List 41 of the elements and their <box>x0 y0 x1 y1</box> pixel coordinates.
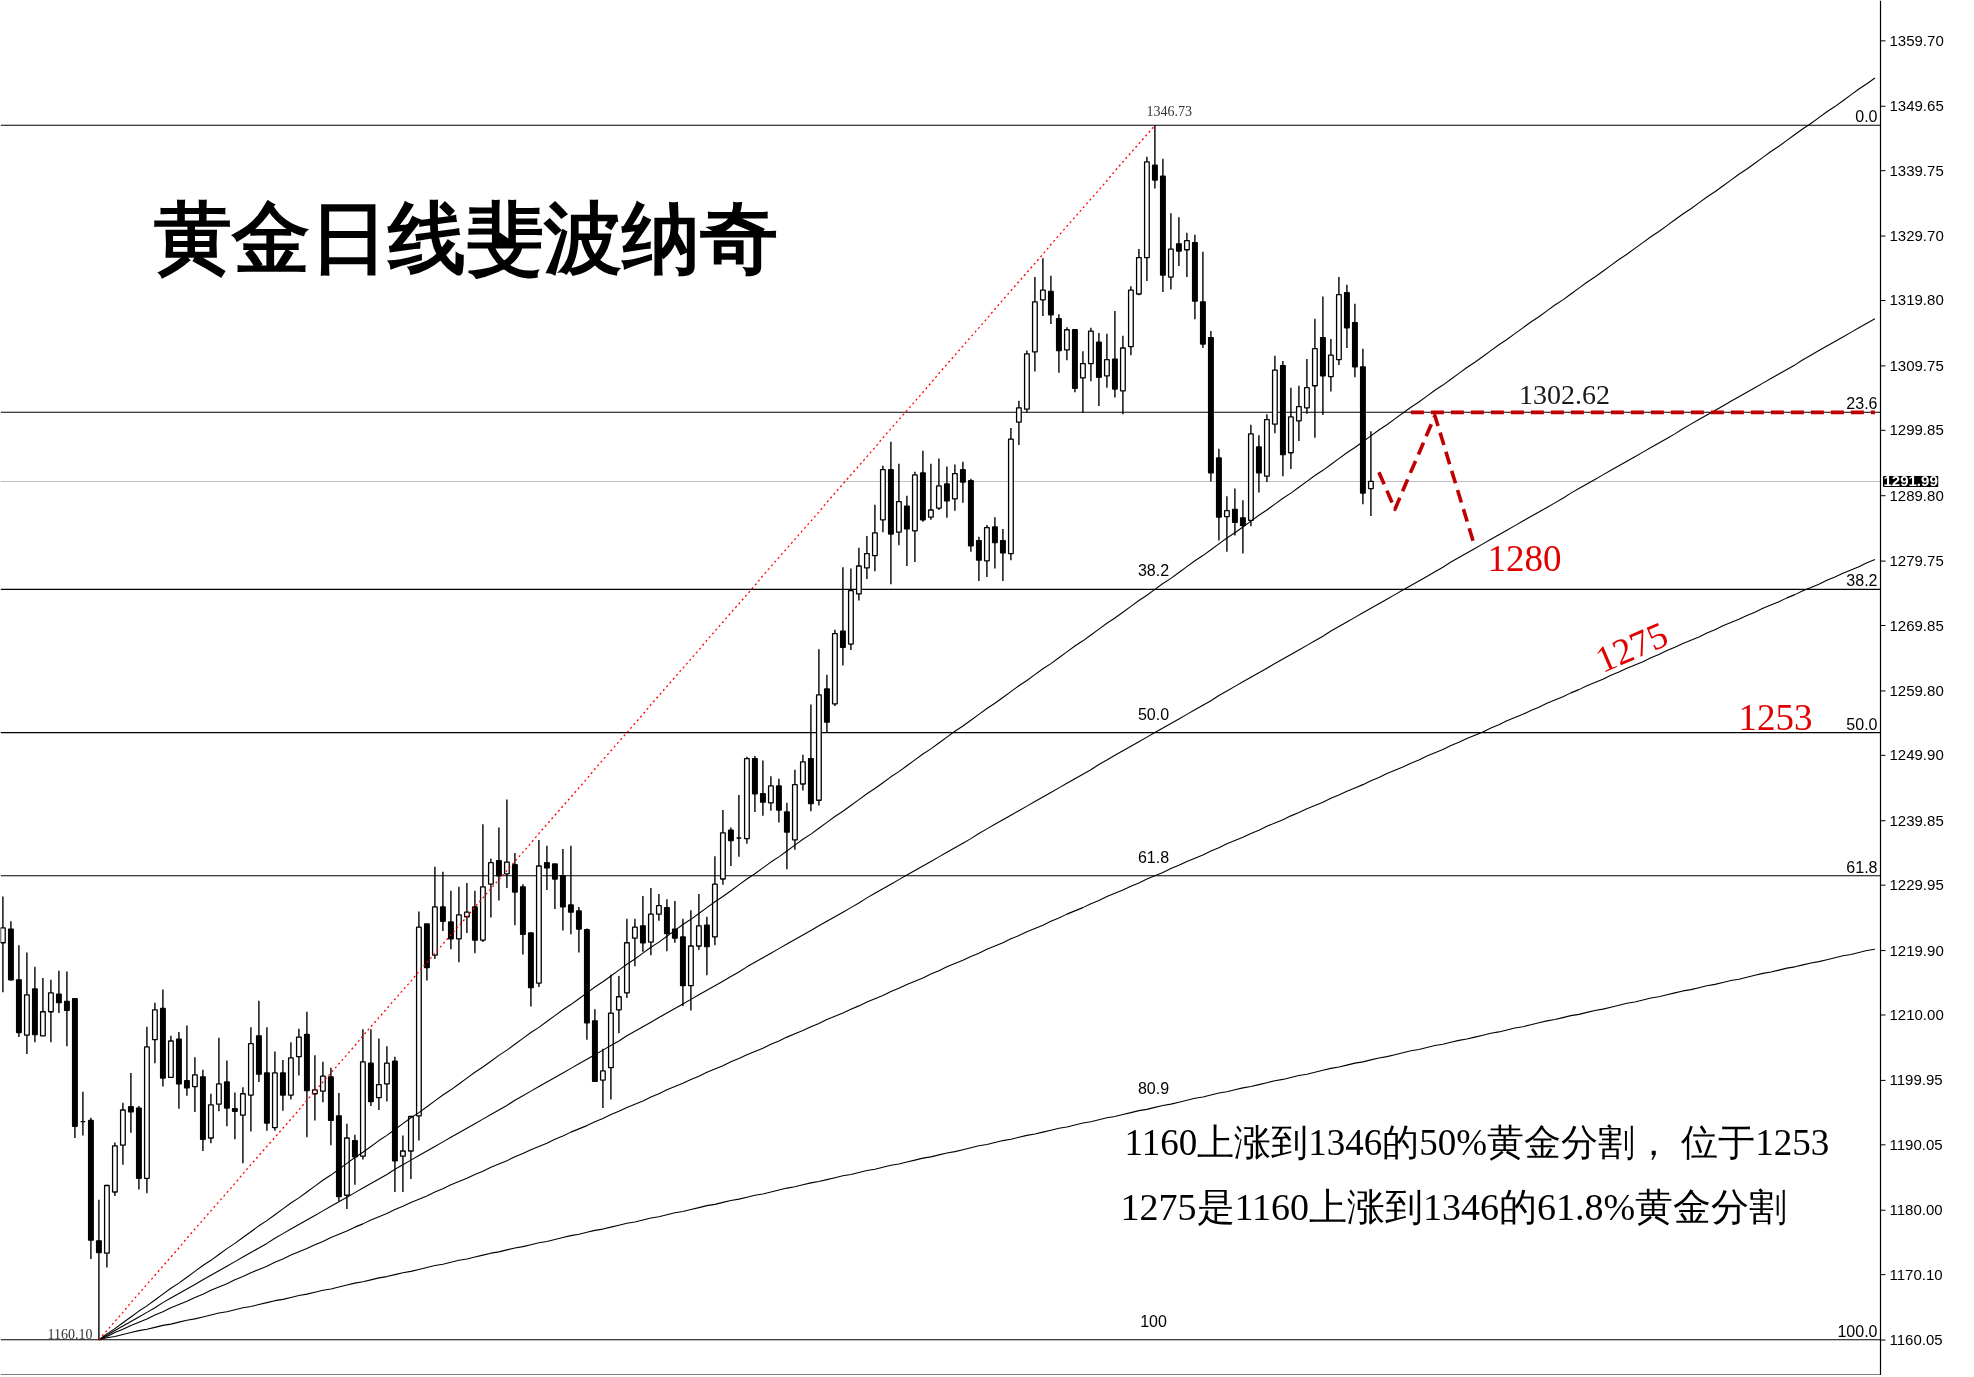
y-tick-label: 1349.65 <box>1889 97 1944 115</box>
y-tick-label: 1210.00 <box>1889 1005 1944 1023</box>
annotation: 23.6 <box>1846 395 1878 413</box>
annotation: 38.2 <box>1846 572 1878 590</box>
annotation: 61.8 <box>1137 848 1170 866</box>
y-tick-label: 1279.75 <box>1889 552 1944 570</box>
y-tick-label: 1339.75 <box>1889 161 1944 179</box>
annotation: 80.9 <box>1137 1080 1170 1098</box>
y-tick-label: 1190.05 <box>1889 1135 1943 1153</box>
annotation: 1253 <box>1738 696 1813 738</box>
y-tick-label: 1239.85 <box>1889 811 1944 829</box>
y-tick-label: 1269.85 <box>1889 616 1944 634</box>
annotation: 50.0 <box>1846 715 1878 733</box>
y-tick-label: 1180.00 <box>1889 1201 1943 1219</box>
y-tick-label: 1170.10 <box>1889 1265 1943 1283</box>
annotation: 100 <box>1140 1312 1167 1330</box>
annotation: 1160.10 <box>47 1326 93 1342</box>
annotation: 1346.73 <box>1146 104 1192 120</box>
y-tick-label: 1299.85 <box>1889 421 1944 439</box>
annotation: 100.0 <box>1837 1322 1878 1340</box>
y-tick-label: 1309.75 <box>1889 356 1944 374</box>
y-tick-label: 1199.95 <box>1889 1071 1943 1089</box>
y-tick-label: 1259.80 <box>1889 681 1944 699</box>
annotation: 1160上涨到1346的50%黄金分割， 位于1253 <box>1124 1122 1830 1163</box>
y-tick-label: 1160.05 <box>1889 1331 1943 1349</box>
annotation: 61.8 <box>1846 858 1878 876</box>
annotation: 1275 <box>1589 613 1674 681</box>
y-tick-label: 1359.70 <box>1889 31 1944 49</box>
text: 黄金日线斐波纳奇 <box>153 192 778 283</box>
y-tick-label: 1249.90 <box>1889 746 1944 764</box>
y-tick-label: 1219.90 <box>1889 941 1944 959</box>
annotation: 38.2 <box>1137 562 1170 580</box>
annotation: 1280 <box>1487 538 1562 579</box>
y-tick-label: 1319.80 <box>1889 291 1944 309</box>
y-tick-label: 1329.70 <box>1889 227 1944 245</box>
annotation: 1302.62 <box>1519 379 1610 411</box>
ref-line-label: 1291.99 <box>1883 472 1938 490</box>
annotation: 1275是1160上涨到1346的61.8%黄金分割 <box>1120 1185 1788 1228</box>
annotation: 50.0 <box>1137 705 1170 723</box>
y-tick-label: 1229.95 <box>1889 876 1944 894</box>
annotation: 0.0 <box>1855 108 1878 126</box>
